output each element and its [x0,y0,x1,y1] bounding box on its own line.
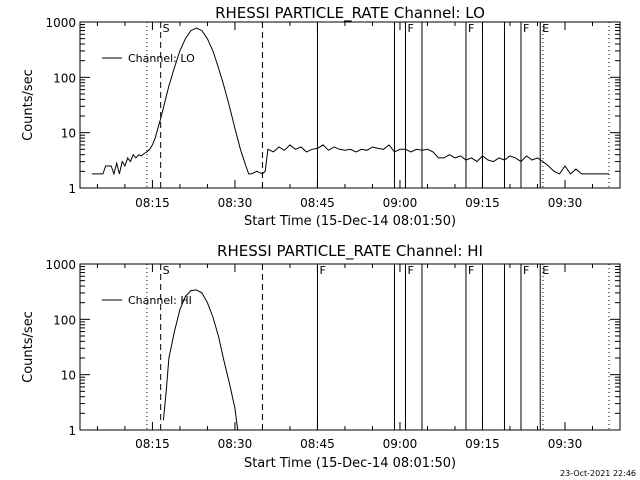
x-tick-label: 08:45 [300,437,335,451]
annotation-label: E [542,264,549,277]
x-tick-label: 08:45 [300,196,335,210]
plot-frame [79,263,621,431]
x-tick-label: 09:30 [548,196,583,210]
plot-frame [79,21,621,189]
x-tick-label: 08:30 [218,196,253,210]
y-tick-label: 10 [61,127,76,141]
annotation-label: F [523,264,529,277]
y-axis-label: Counts/sec [21,311,36,383]
annotation-label: F [523,22,529,35]
x-tick-label: 08:15 [135,437,170,451]
y-axis-label: Counts/sec [21,69,36,141]
x-tick-label: 09:00 [383,437,418,451]
annotation-label: F [407,22,413,35]
x-axis-label: Start Time (15-Dec-14 08:01:50) [244,456,456,471]
legend-label: Channel: HI [128,294,192,307]
annotation-label: E [542,22,549,35]
annotation-label: F [468,264,474,277]
chart-panel-1: RHESSI PARTICLE_RATE Channel: LO 08:15 08:… [21,4,621,229]
chart-title: RHESSI PARTICLE_RATE Channel: HI [217,242,483,261]
annotation-label: S [163,22,170,35]
chart-title: RHESSI PARTICLE_RATE Channel: LO [215,4,485,23]
x-tick-label: 09:15 [465,437,500,451]
y-tick-label: 1 [68,182,76,196]
y-tick-label: 1 [68,424,76,438]
annotation-label: F [319,264,325,277]
x-tick-label: 09:30 [548,437,583,451]
y-tick-label: 1000 [45,258,76,272]
series-line [162,289,239,431]
y-tick-label: 1000 [45,16,76,30]
annotation-label: F [407,264,413,277]
y-tick-label: 100 [53,313,76,327]
x-axis-label: Start Time (15-Dec-14 08:01:50) [244,214,456,229]
chart-panel-2: RHESSI PARTICLE_RATE Channel: HI 08:15 08:… [21,242,621,471]
legend-label: Channel: LO [128,52,195,65]
x-tick-label: 09:15 [465,196,500,210]
timestamp-label: 23-Oct-2021 22:46 [560,469,636,478]
series-line [91,27,609,176]
y-tick-label: 100 [53,71,76,85]
x-tick-label: 08:30 [218,437,253,451]
x-tick-label: 09:00 [383,196,418,210]
y-tick-label: 10 [61,369,76,383]
annotation-label: S [163,264,170,277]
x-tick-label: 08:15 [135,196,170,210]
annotation-label: F [468,22,474,35]
